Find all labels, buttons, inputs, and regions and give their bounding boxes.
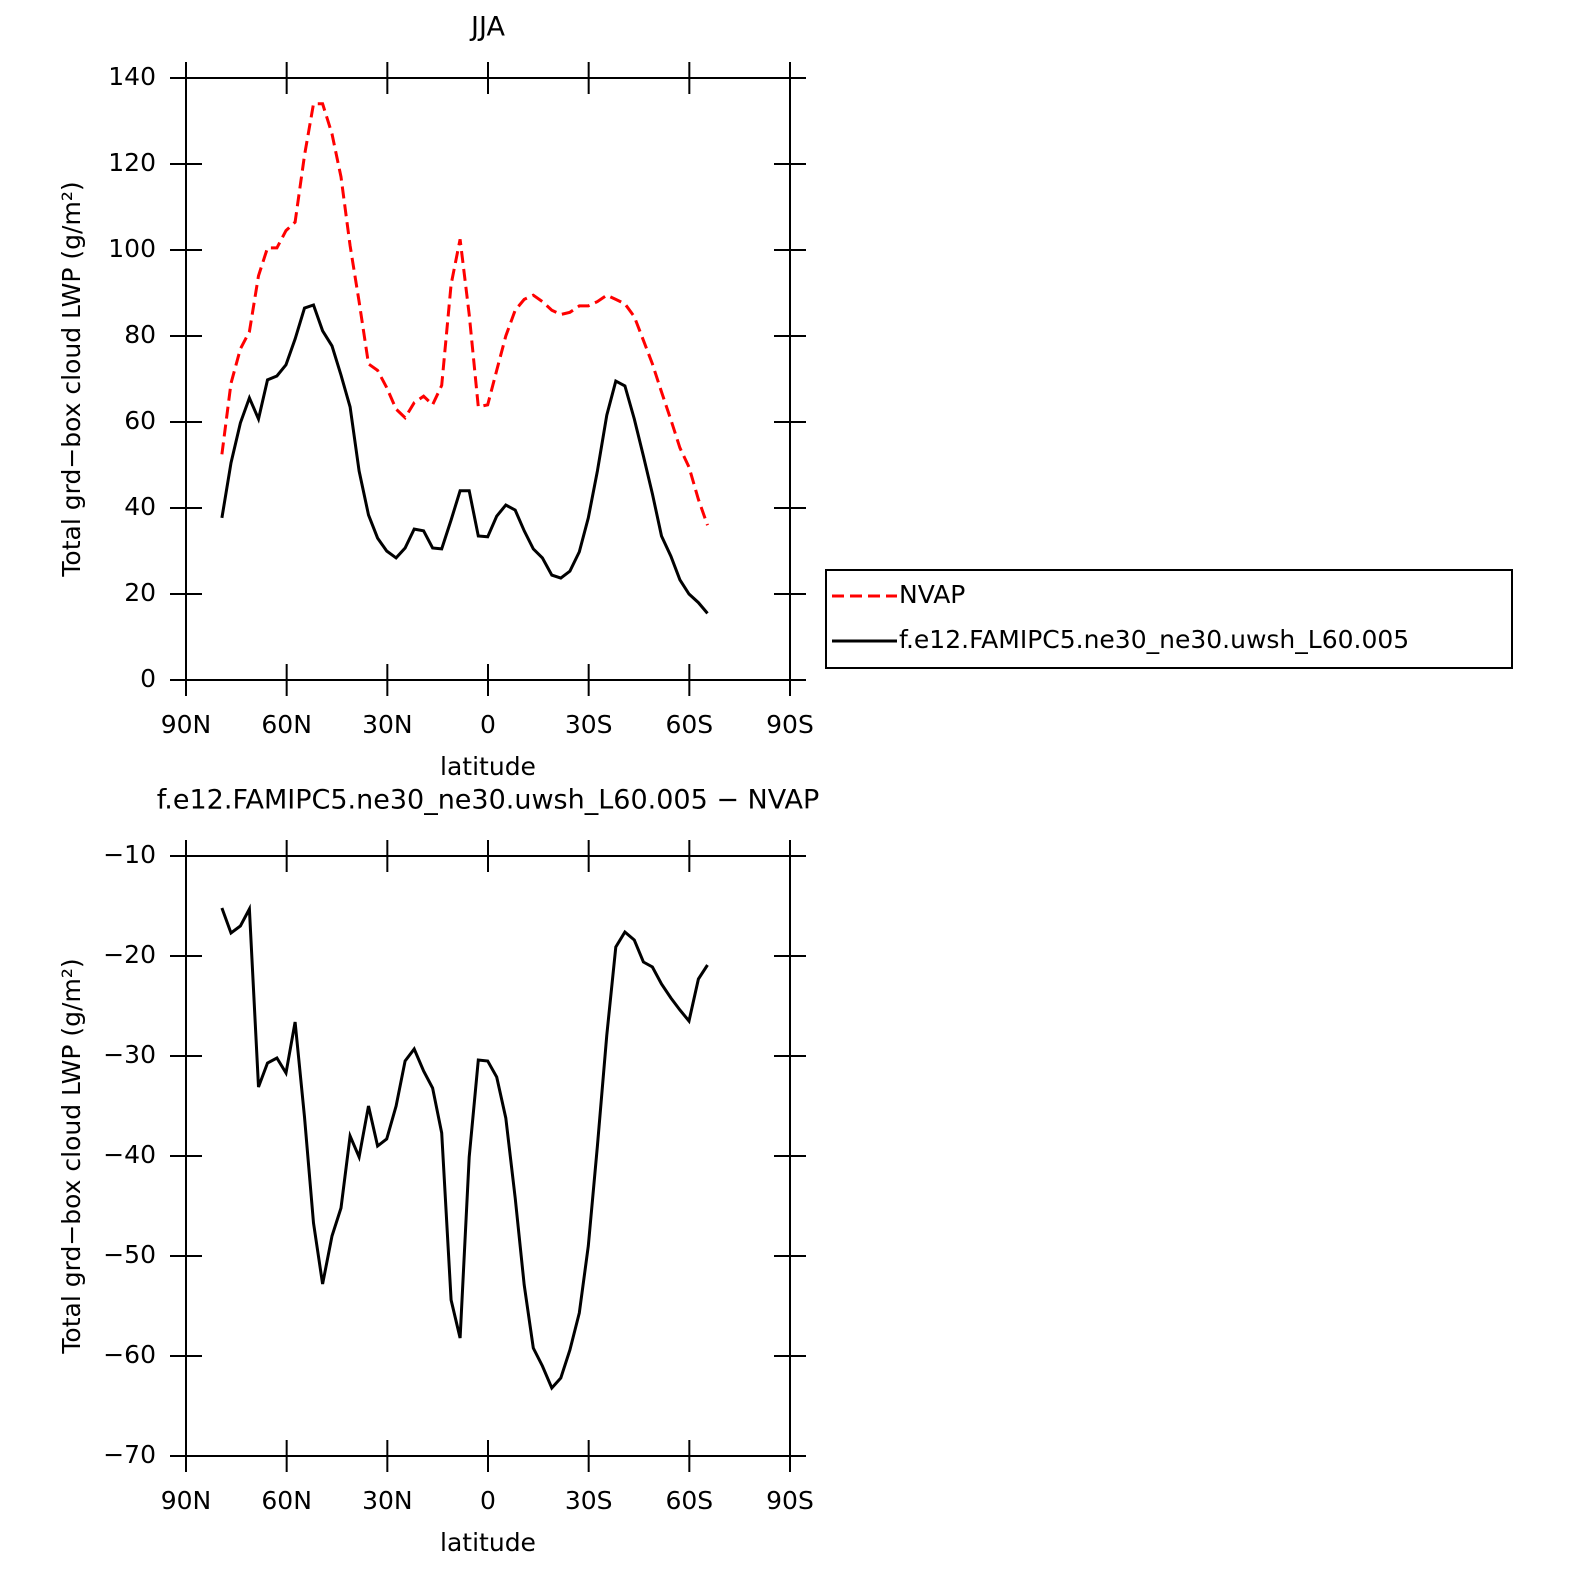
x-tick-label: 30S (565, 710, 613, 739)
chart-title: JJA (469, 12, 505, 43)
x-tick-label: 30N (362, 1486, 413, 1515)
data-line (220, 303, 709, 615)
y-tick-label: 20 (124, 578, 156, 607)
y-tick-label: −60 (103, 1340, 156, 1369)
y-tick-label: −20 (103, 940, 156, 969)
x-tick-label: 90S (766, 1486, 814, 1515)
y-tick-label: −10 (103, 840, 156, 869)
y-tick-label: −70 (103, 1440, 156, 1469)
y-axis-label: Total grd−box cloud LWP (g/m²) (57, 181, 86, 577)
legend-label: NVAP (899, 580, 965, 609)
y-tick-label: −30 (103, 1040, 156, 1069)
data-line (220, 903, 709, 1391)
x-tick-label: 0 (480, 1486, 496, 1515)
y-tick-label: 140 (108, 62, 156, 91)
x-tick-label: 60S (665, 1486, 713, 1515)
y-tick-label: 80 (124, 320, 156, 349)
plot-frame (185, 855, 791, 1457)
y-tick-label: −40 (103, 1140, 156, 1169)
y-tick-label: 60 (124, 406, 156, 435)
x-tick-label: 90S (766, 710, 814, 739)
legend-label: f.e12.FAMIPC5.ne30_ne30.uwsh_L60.005 (899, 625, 1409, 654)
legend-box (825, 569, 1513, 669)
x-tick-label: 30S (565, 1486, 613, 1515)
data-line (220, 102, 709, 526)
chart-title: f.e12.FAMIPC5.ne30_ne30.uwsh_L60.005 − N… (157, 785, 819, 816)
x-tick-label: 60S (665, 710, 713, 739)
y-tick-label: −50 (103, 1240, 156, 1269)
x-tick-label: 60N (261, 1486, 312, 1515)
x-tick-label: 0 (480, 710, 496, 739)
y-tick-label: 120 (108, 148, 156, 177)
x-axis-label: latitude (440, 1528, 536, 1557)
y-axis-label: Total grd−box cloud LWP (g/m²) (57, 958, 86, 1354)
plot-frame (185, 77, 791, 681)
y-tick-label: 40 (124, 492, 156, 521)
y-tick-label: 100 (108, 234, 156, 263)
x-axis-label: latitude (440, 752, 536, 781)
x-tick-label: 90N (161, 710, 212, 739)
y-tick-label: 0 (140, 664, 156, 693)
x-tick-label: 30N (362, 710, 413, 739)
x-tick-label: 60N (261, 710, 312, 739)
x-tick-label: 90N (161, 1486, 212, 1515)
